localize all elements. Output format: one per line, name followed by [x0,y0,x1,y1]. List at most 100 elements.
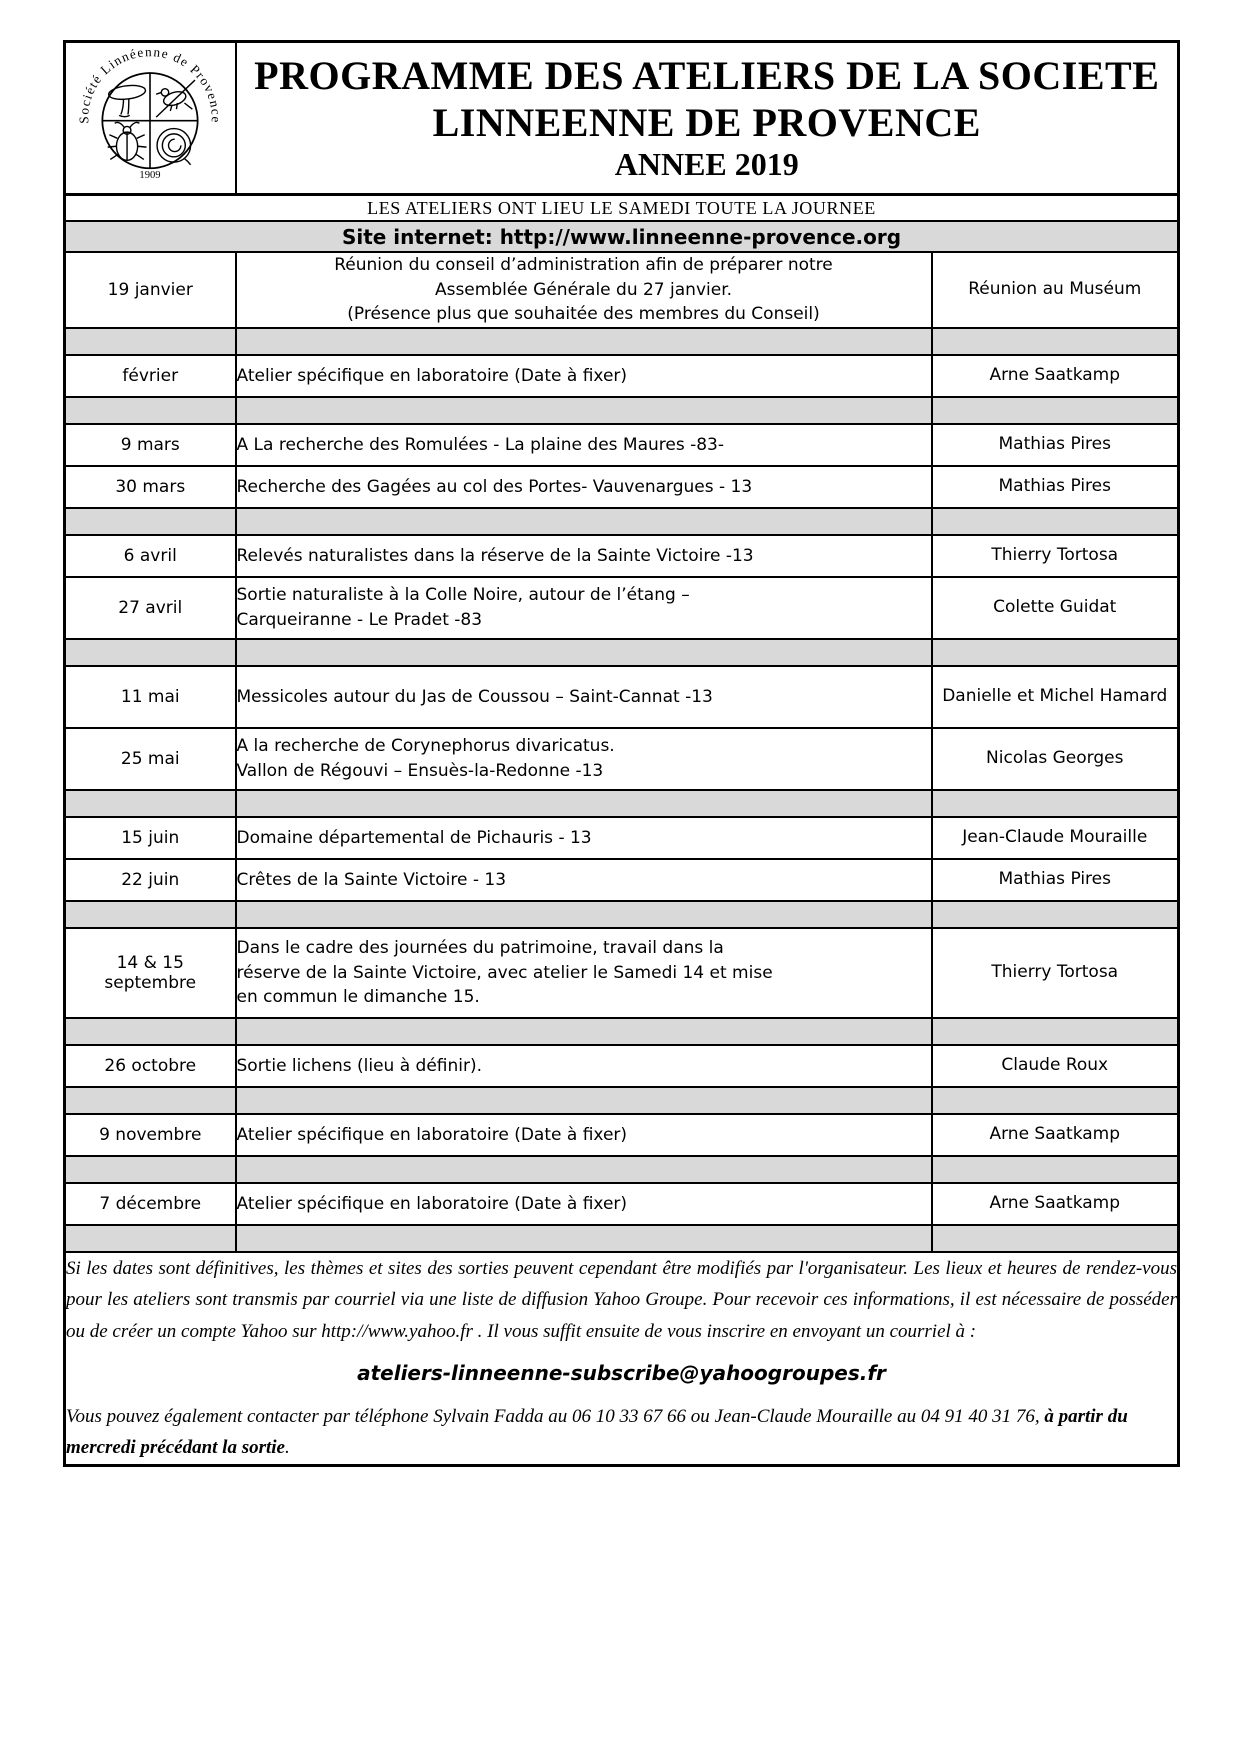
event-date: 15 juin [63,815,237,860]
contact-text-period: . [285,1437,290,1459]
event-date: 19 janvier [63,251,237,329]
event-date: 11 mai [63,664,237,729]
event-row: 7 décembre Atelier spécifique en laborato… [63,1181,1180,1226]
event-row: février Atelier spécifique en laboratoire… [63,353,1180,398]
event-description: Messicoles autour du Jas de Coussou – Sa… [234,664,933,729]
event-description: A La recherche des Romulées - La plaine … [234,422,933,467]
separator-cell [63,1085,237,1115]
event-description: Dans le cadre des journées du patrimoine… [234,926,933,1019]
separator-cell [234,637,933,667]
event-leader: Mathias Pires [930,464,1180,509]
event-row: 6 avril Relevés naturalistes dans la rése… [63,533,1180,578]
event-date: 7 décembre [63,1181,237,1226]
event-leader: Thierry Tortosa [930,533,1180,578]
separator-row [63,637,1180,667]
separator-cell [63,395,237,425]
site-row: Site internet: http://www.linneenne-prov… [63,220,1180,253]
event-leader: Claude Roux [930,1043,1180,1088]
event-date: 22 juin [63,857,237,902]
event-description: Atelier spécifique en laboratoire (Date … [234,353,933,398]
separator-cell [63,506,237,536]
title-line-3: ANNEE 2019 [614,146,799,183]
separator-row [63,395,1180,425]
separator-cell [234,1016,933,1046]
beetle-icon [107,121,147,162]
table-header-section: Société Linnéenne de Provence [63,40,1180,253]
event-leader: Jean-Claude Mouraille [930,815,1180,860]
separator-cell [930,506,1180,536]
footer-info-text: Si les dates sont définitives, les thème… [66,1257,1178,1342]
separator-cell [234,1154,933,1184]
separator-cell [930,637,1180,667]
banner-text: LES ATELIERS ONT LIEU LE SAMEDI TOUTE LA… [63,193,1180,222]
event-leader: Danielle et Michel Hamard [930,664,1180,729]
site-url-text: Site internet: http://www.linneenne-prov… [63,220,1180,253]
footer-row: Si les dates sont définitives, les thème… [63,1250,1180,1467]
separator-row [63,1016,1180,1046]
separator-cell [63,1154,237,1184]
separator-cell [930,1223,1180,1253]
event-description: Recherche des Gagées au col des Portes- … [234,464,933,509]
event-row: 22 juin Crêtes de la Sainte Victoire - 13… [63,857,1180,902]
event-row: 30 mars Recherche des Gagées au col des P… [63,464,1180,509]
event-description: Atelier spécifique en laboratoire (Date … [234,1181,933,1226]
header-row: Société Linnéenne de Provence [63,40,1180,196]
event-row: 14 & 15 septembre Dans le cadre des journé… [63,926,1180,1019]
event-leader: Arne Saatkamp [930,1112,1180,1157]
event-date: 26 octobre [63,1043,237,1088]
separator-row [63,788,1180,818]
event-date: 27 avril [63,575,237,640]
title-line-1: PROGRAMME DES ATELIERS DE LA SOCIETE [254,52,1160,98]
event-description: Sortie lichens (lieu à définir). [234,1043,933,1088]
banner-row: LES ATELIERS ONT LIEU LE SAMEDI TOUTE LA… [63,193,1180,222]
bird-icon [155,79,196,118]
event-row: 11 mai Messicoles autour du Jas de Cousso… [63,664,1180,729]
separator-cell [63,1223,237,1253]
separator-cell [234,326,933,356]
event-date: 6 avril [63,533,237,578]
separator-cell [63,326,237,356]
separator-cell [930,395,1180,425]
event-leader: Arne Saatkamp [930,353,1180,398]
event-leader: Colette Guidat [930,575,1180,640]
separator-cell [234,506,933,536]
separator-cell [930,1085,1180,1115]
event-leader: Mathias Pires [930,857,1180,902]
separator-row [63,899,1180,929]
event-description: Réunion du conseil d’administration afin… [234,251,933,329]
event-description: Crêtes de la Sainte Victoire - 13 [234,857,933,902]
event-row: 19 janvier Réunion du conseil d’administr… [63,251,1180,329]
event-description: Sortie naturaliste à la Colle Noire, aut… [234,575,933,640]
subscribe-email: ateliers-linneenne-subscribe@yahoogroupe… [357,1360,886,1385]
event-description: A la recherche de Corynephorus divaricat… [234,726,933,791]
separator-cell [63,899,237,929]
separator-cell [234,395,933,425]
event-leader: Arne Saatkamp [930,1181,1180,1226]
logo-cell: Société Linnéenne de Provence [63,40,237,196]
separator-cell [930,1016,1180,1046]
event-leader: Nicolas Georges [930,726,1180,791]
separator-cell [234,1085,933,1115]
event-leader: Thierry Tortosa [930,926,1180,1019]
event-row: 25 mai A la recherche de Corynephorus div… [63,726,1180,791]
separator-row [63,326,1180,356]
logo-year: 1909 [140,170,161,181]
separator-cell [234,788,933,818]
separator-cell [63,1016,237,1046]
event-row: 9 novembre Atelier spécifique en laborato… [63,1112,1180,1157]
event-date: 25 mai [63,726,237,791]
separator-cell [234,899,933,929]
separator-row [63,1223,1180,1253]
schedule-section: 19 janvier Réunion du conseil d’administr… [63,251,1180,1253]
event-leader: Réunion au Muséum [930,251,1180,329]
separator-cell [63,637,237,667]
separator-cell [930,899,1180,929]
event-date: février [63,353,237,398]
program-table: Société Linnéenne de Provence [63,40,1181,1467]
event-date: 9 mars [63,422,237,467]
separator-cell [930,1154,1180,1184]
footer-contact-text: Vous pouvez également contacter par télé… [67,1401,1177,1463]
event-date: 30 mars [63,464,237,509]
separator-cell [930,326,1180,356]
mushroom-icon [108,84,147,118]
